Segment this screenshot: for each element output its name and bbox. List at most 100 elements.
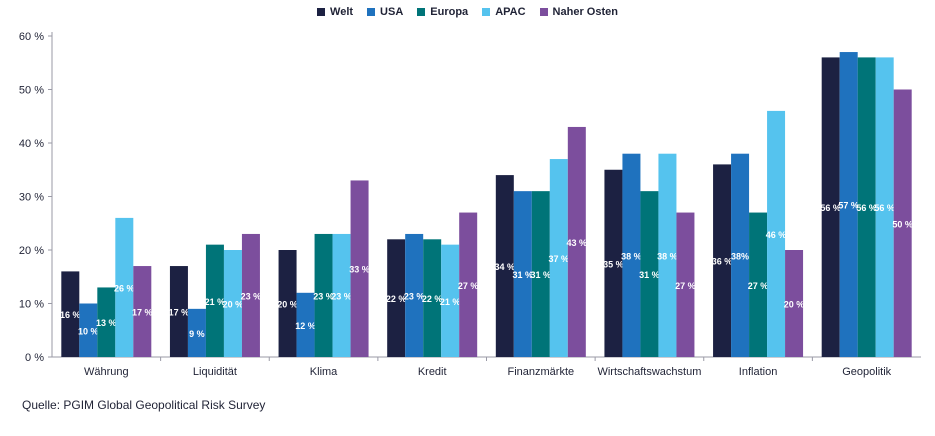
- legend-label: Welt: [330, 6, 354, 18]
- bar-value-label: 36 %: [712, 257, 733, 267]
- bar-usa: [405, 233, 424, 357]
- x-tick-label: Inflation: [739, 366, 778, 378]
- bar-value-label: 35 %: [603, 259, 624, 269]
- bar-welt: [495, 175, 514, 357]
- bar-usa: [731, 153, 750, 357]
- bar-value-label: 13 %: [96, 318, 117, 328]
- bar-europa: [423, 239, 442, 357]
- bar-value-label: 20 %: [223, 300, 244, 310]
- bar-value-label: 20 %: [277, 300, 298, 310]
- y-tick-label: 60 %: [19, 31, 44, 43]
- bar-value-label: 16 %: [60, 310, 81, 320]
- bar-naher-osten: [133, 266, 152, 357]
- bar-value-label: 34 %: [495, 262, 516, 272]
- bar-welt: [169, 266, 188, 357]
- bar-value-label: 37 %: [549, 254, 570, 264]
- bar-value-label: 57 %: [838, 201, 859, 211]
- bar-value-label: 21 %: [205, 297, 226, 307]
- bar-welt: [61, 271, 80, 357]
- x-tick-label: Kredit: [418, 366, 447, 378]
- bar-value-label: 20 %: [784, 300, 805, 310]
- x-tick-label: Wirtschaftswachstum: [597, 366, 701, 378]
- bar-apac: [441, 244, 460, 357]
- bar-value-label: 38 %: [657, 251, 678, 261]
- bar-value-label: 17 %: [169, 308, 190, 318]
- bar-value-label: 12 %: [295, 321, 316, 331]
- bar-value-label: 22 %: [386, 294, 407, 304]
- legend-item: APAC: [482, 6, 526, 18]
- bar-welt: [713, 164, 732, 357]
- bar-value-label: 23 %: [241, 291, 262, 301]
- bar-usa: [79, 303, 98, 357]
- bar-value-label: 17 %: [132, 308, 153, 318]
- legend-item: Naher Osten: [539, 6, 618, 18]
- bar-usa: [296, 292, 315, 357]
- bar-value-label: 31 %: [531, 270, 552, 280]
- y-tick-label: 0 %: [25, 352, 44, 364]
- x-tick-label: Liquidität: [193, 366, 237, 378]
- legend-swatch: [417, 8, 426, 16]
- bar-usa: [622, 153, 641, 357]
- bar-europa: [531, 191, 550, 357]
- bar-europa: [749, 212, 768, 357]
- bar-welt: [278, 250, 297, 357]
- bar-naher-osten: [893, 89, 912, 357]
- bar-naher-osten: [350, 180, 369, 357]
- bar-value-label: 22 %: [422, 294, 443, 304]
- bar-welt: [604, 169, 623, 357]
- bar-value-label: 33 %: [349, 265, 370, 275]
- bar-value-label: 9 %: [189, 329, 205, 339]
- bar-value-label: 23 %: [331, 291, 352, 301]
- bar-naher-osten: [785, 250, 804, 357]
- y-tick-label: 20 %: [19, 245, 44, 257]
- bar-apac: [875, 57, 894, 358]
- x-tick-label: Geopolitik: [842, 366, 891, 378]
- source-note: Quelle: PGIM Global Geopolitical Risk Su…: [22, 398, 266, 412]
- legend-item: USA: [367, 6, 403, 18]
- bar-value-label: 23 %: [404, 291, 425, 301]
- bar-value-label: 56 %: [856, 203, 877, 213]
- bar-value-label: 27 %: [675, 281, 696, 291]
- bar-apac: [549, 159, 568, 357]
- y-tick-label: 40 %: [19, 138, 44, 150]
- bar-value-label: 46 %: [766, 230, 787, 240]
- bar-apac: [658, 153, 677, 357]
- y-tick-label: 10 %: [19, 299, 44, 311]
- bar-value-label: 50 %: [892, 219, 913, 229]
- bar-europa: [314, 233, 333, 357]
- bar-apac: [767, 110, 786, 358]
- bar-value-label: 38 %: [621, 251, 642, 261]
- bar-welt: [387, 239, 406, 357]
- bar-value-label: 31 %: [513, 270, 534, 280]
- bar-value-label: 26 %: [114, 283, 135, 293]
- bar-usa: [513, 191, 532, 357]
- legend-swatch: [317, 8, 326, 16]
- legend-item: Welt: [317, 6, 353, 18]
- bar-apac: [223, 250, 242, 357]
- legend-swatch: [367, 8, 376, 16]
- x-tick-label: Klima: [310, 366, 338, 378]
- y-tick-label: 30 %: [19, 192, 44, 204]
- x-tick-label: Finanzmärkte: [507, 366, 574, 378]
- legend-label: USA: [380, 6, 404, 18]
- bar-value-label: 43 %: [567, 238, 588, 248]
- y-tick-label: 50 %: [19, 85, 44, 97]
- bar-welt: [821, 57, 840, 358]
- bar-naher-osten: [567, 126, 586, 357]
- legend-swatch: [539, 8, 548, 16]
- legend-item: Europa: [417, 6, 468, 18]
- bar-europa: [640, 191, 659, 357]
- bar-value-label: 56 %: [820, 203, 841, 213]
- bar-apac: [332, 233, 351, 357]
- bar-value-label: 23 %: [313, 291, 334, 301]
- bar-value-label: 38%: [731, 251, 749, 261]
- bar-value-label: 21 %: [440, 297, 461, 307]
- bar-value-label: 31 %: [639, 270, 660, 280]
- bar-usa: [839, 52, 858, 358]
- bar-europa: [857, 57, 876, 358]
- bar-naher-osten: [459, 212, 478, 357]
- bar-usa: [187, 308, 206, 357]
- bar-value-label: 27 %: [748, 281, 769, 291]
- x-tick-label: Währung: [84, 366, 129, 378]
